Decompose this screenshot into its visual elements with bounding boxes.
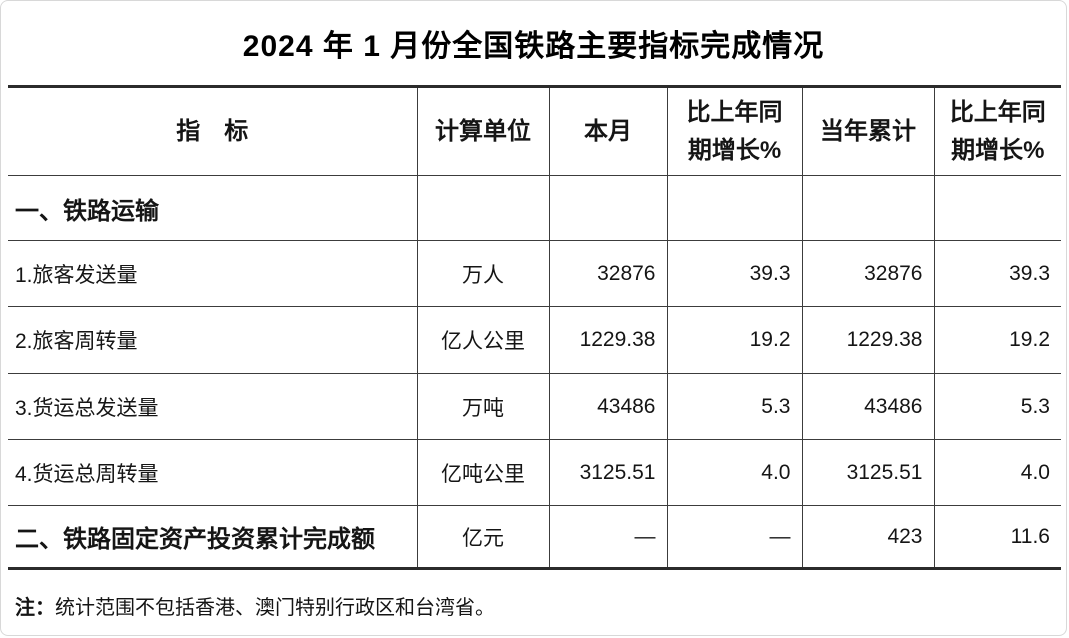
cell-current-month: 32876	[548, 240, 667, 307]
column-header-label: 指 标	[176, 117, 249, 145]
header-row: 指 标 计算单位 本月 比上年同期增长% 当年累计 比上年同期增长%	[8, 86, 1061, 176]
footnote: 注：统计范围不包括香港、澳门特别行政区和台湾省。	[15, 591, 1066, 620]
cell-cumulative	[801, 175, 934, 241]
cell-current-month: 43486	[548, 373, 667, 440]
column-header-indicator: 指 标	[8, 87, 417, 176]
cell-month-yoy: —	[666, 505, 802, 569]
cell-indicator: 3.货运总发送量	[8, 373, 417, 440]
cell-unit: 亿元	[416, 505, 549, 569]
cell-cumulative-yoy: 4.0	[933, 439, 1061, 506]
cell-cumulative: 43486	[801, 373, 934, 440]
cell-unit: 亿吨公里	[416, 439, 549, 506]
column-header-label: 计算单位	[435, 117, 531, 145]
table-row-passenger-turnover: 2.旅客周转量 亿人公里 1229.38 19.2 1229.38 19.2	[8, 306, 1061, 374]
section-row-railway-transport: 一、铁路运输	[8, 175, 1061, 241]
cell-indicator: 1.旅客发送量	[8, 240, 417, 307]
column-header-label: 比上年同期增长%	[949, 98, 1046, 164]
column-header-unit: 计算单位	[416, 86, 549, 176]
cell-current-month: —	[548, 505, 667, 569]
footnote-label: 注：	[15, 597, 55, 619]
cell-cumulative: 3125.51	[801, 439, 934, 506]
cell-unit	[416, 175, 549, 241]
railway-indicators-table: 指 标 计算单位 本月 比上年同期增长% 当年累计 比上年同期增长% 一、铁路运…	[8, 85, 1061, 570]
cell-unit: 万人	[416, 240, 549, 307]
table-title: 2024 年 1 月份全国铁路主要指标完成情况	[242, 30, 825, 63]
column-header-current-month: 本月	[548, 86, 667, 176]
cell-cumulative-yoy: 5.3	[933, 373, 1061, 440]
cell-indicator: 4.货运总周转量	[8, 439, 417, 506]
title-bar: 2024 年 1 月份全国铁路主要指标完成情况	[1, 1, 1066, 85]
cell-cumulative-yoy: 39.3	[933, 240, 1061, 307]
column-header-label: 比上年同期增长%	[686, 98, 783, 164]
cell-month-yoy: 19.2	[666, 306, 802, 374]
cell-current-month	[548, 175, 667, 241]
footnote-text: 统计范围不包括香港、澳门特别行政区和台湾省。	[55, 597, 495, 619]
cell-unit: 亿人公里	[416, 306, 549, 374]
table-header: 指 标 计算单位 本月 比上年同期增长% 当年累计 比上年同期增长%	[8, 86, 1061, 176]
cell-cumulative: 423	[801, 505, 934, 569]
column-header-month-yoy-growth: 比上年同期增长%	[666, 86, 802, 176]
cell-unit: 万吨	[416, 373, 549, 440]
cell-month-yoy: 4.0	[666, 439, 802, 506]
cell-cumulative: 1229.38	[801, 306, 934, 374]
table-row-passenger-volume: 1.旅客发送量 万人 32876 39.3 32876 39.3	[8, 240, 1061, 307]
cell-current-month: 1229.38	[548, 306, 667, 374]
section-row-fixed-asset-investment: 二、铁路固定资产投资累计完成额 亿元 — — 423 11.6	[8, 505, 1061, 569]
cell-month-yoy: 5.3	[666, 373, 802, 440]
column-header-year-cumulative: 当年累计	[801, 86, 934, 176]
cell-cumulative: 32876	[801, 240, 934, 307]
cell-indicator: 二、铁路固定资产投资累计完成额	[8, 505, 417, 569]
cell-indicator: 一、铁路运输	[8, 175, 417, 241]
column-header-label: 当年累计	[820, 117, 916, 145]
cell-month-yoy: 39.3	[666, 240, 802, 307]
cell-cumulative-yoy: 11.6	[933, 505, 1061, 569]
cell-month-yoy	[666, 175, 802, 241]
column-header-label: 本月	[584, 117, 632, 145]
cell-indicator: 2.旅客周转量	[8, 306, 417, 374]
cell-cumulative-yoy	[933, 175, 1061, 241]
column-header-cumulative-yoy-growth: 比上年同期增长%	[933, 86, 1061, 176]
table-row-freight-volume: 3.货运总发送量 万吨 43486 5.3 43486 5.3	[8, 373, 1061, 440]
cell-current-month: 3125.51	[548, 439, 667, 506]
table-body: 一、铁路运输 1.旅客发送量 万人 32876 39.3 32876 39.3 …	[8, 175, 1061, 569]
cell-cumulative-yoy: 19.2	[933, 306, 1061, 374]
table-row-freight-turnover: 4.货运总周转量 亿吨公里 3125.51 4.0 3125.51 4.0	[8, 439, 1061, 506]
